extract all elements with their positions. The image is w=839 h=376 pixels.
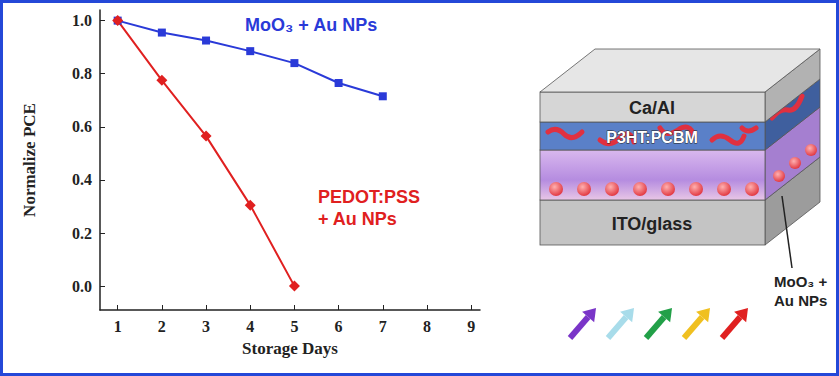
svg-text:+ Au NPs: + Au NPs [318, 209, 397, 229]
svg-text:1: 1 [114, 318, 122, 335]
svg-text:3: 3 [202, 318, 210, 335]
svg-text:5: 5 [290, 318, 298, 335]
svg-text:7: 7 [379, 318, 387, 335]
svg-text:MoO₃ +: MoO₃ + [774, 273, 827, 290]
svg-text:Normalize PCE: Normalize PCE [20, 103, 39, 217]
svg-text:9: 9 [467, 318, 475, 335]
svg-text:0.8: 0.8 [72, 65, 92, 82]
svg-text:PEDOT:PSS: PEDOT:PSS [318, 187, 420, 207]
svg-text:2: 2 [158, 318, 166, 335]
svg-text:0.2: 0.2 [72, 225, 92, 242]
svg-text:Ca/Al: Ca/Al [629, 98, 675, 118]
svg-text:8: 8 [423, 318, 431, 335]
svg-text:0.6: 0.6 [72, 118, 92, 135]
svg-text:Storage Days: Storage Days [242, 339, 338, 358]
svg-text:0.4: 0.4 [72, 171, 92, 188]
svg-text:MoO₃ + Au NPs: MoO₃ + Au NPs [245, 15, 377, 35]
svg-text:P3HT:PCBM: P3HT:PCBM [606, 129, 698, 146]
svg-text:ITO/glass: ITO/glass [612, 214, 693, 234]
svg-text:6: 6 [335, 318, 343, 335]
svg-text:1.0: 1.0 [72, 12, 92, 29]
svg-text:4: 4 [246, 318, 254, 335]
svg-text:0.0: 0.0 [72, 278, 92, 295]
svg-text:Au NPs: Au NPs [774, 292, 827, 309]
